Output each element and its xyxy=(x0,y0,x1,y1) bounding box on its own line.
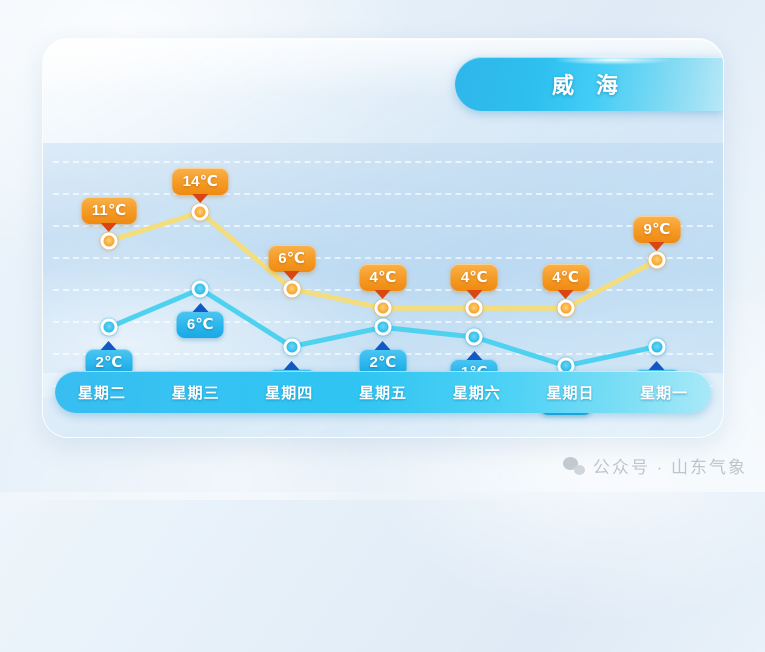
watermark: 公众号 · 山东气象 xyxy=(562,453,747,478)
high-temp-label-1: 14℃ xyxy=(172,168,229,196)
day-label-5: 星期日 xyxy=(546,384,595,402)
day-label-3: 星期五 xyxy=(359,384,408,402)
high-temp-label-3: 4℃ xyxy=(359,264,407,292)
low-temp-point-1[interactable] xyxy=(191,280,209,298)
weather-forecast-card: 威 海 11℃14℃6℃4℃4℃4℃9℃2℃6℃0℃2℃1℃-2℃0℃ 星期二星… xyxy=(42,38,724,438)
wechat-icon xyxy=(562,456,585,475)
gridline-1 xyxy=(53,193,713,195)
high-temp-point-1[interactable] xyxy=(191,203,209,221)
city-title-pill: 威 海 xyxy=(455,57,723,111)
low-temp-label-1: 6℃ xyxy=(176,311,224,338)
high-temp-point-5[interactable] xyxy=(557,299,575,317)
day-label-0: 星期二 xyxy=(77,384,126,402)
high-temp-label-2: 6℃ xyxy=(268,245,316,272)
low-temp-point-6[interactable] xyxy=(648,338,666,356)
high-temp-label-0: 11℃ xyxy=(81,197,137,224)
high-temp-point-0[interactable] xyxy=(100,232,118,250)
high-temp-point-6[interactable] xyxy=(648,251,666,269)
high-temp-label-6: 9℃ xyxy=(633,216,681,244)
low-temp-point-2[interactable] xyxy=(283,338,301,356)
low-temp-point-3[interactable] xyxy=(374,318,392,336)
gridline-3 xyxy=(53,257,713,259)
day-label-4: 星期六 xyxy=(452,384,501,402)
watermark-text: 公众号 · 山东气象 xyxy=(592,458,747,477)
gridline-2 xyxy=(53,225,713,227)
temperature-chart: 11℃14℃6℃4℃4℃4℃9℃2℃6℃0℃2℃1℃-2℃0℃ xyxy=(43,135,723,415)
gridline-0 xyxy=(53,161,713,163)
day-axis-bar: 星期二 星期三 星期四 星期五 星期六 星期日 星期一 xyxy=(55,371,711,413)
high-temp-point-3[interactable] xyxy=(374,299,392,317)
page-title: 威 海 xyxy=(551,73,627,98)
high-temp-point-2[interactable] xyxy=(283,280,301,298)
day-label-6: 星期一 xyxy=(640,384,689,402)
high-temp-label-5: 4℃ xyxy=(542,264,590,292)
low-temp-point-0[interactable] xyxy=(100,318,118,336)
day-label-2: 星期四 xyxy=(265,384,314,402)
low-temp-point-4[interactable] xyxy=(465,328,483,346)
day-label-1: 星期三 xyxy=(171,384,220,402)
high-temp-point-4[interactable] xyxy=(465,299,483,317)
high-temp-label-4: 4℃ xyxy=(450,264,498,292)
